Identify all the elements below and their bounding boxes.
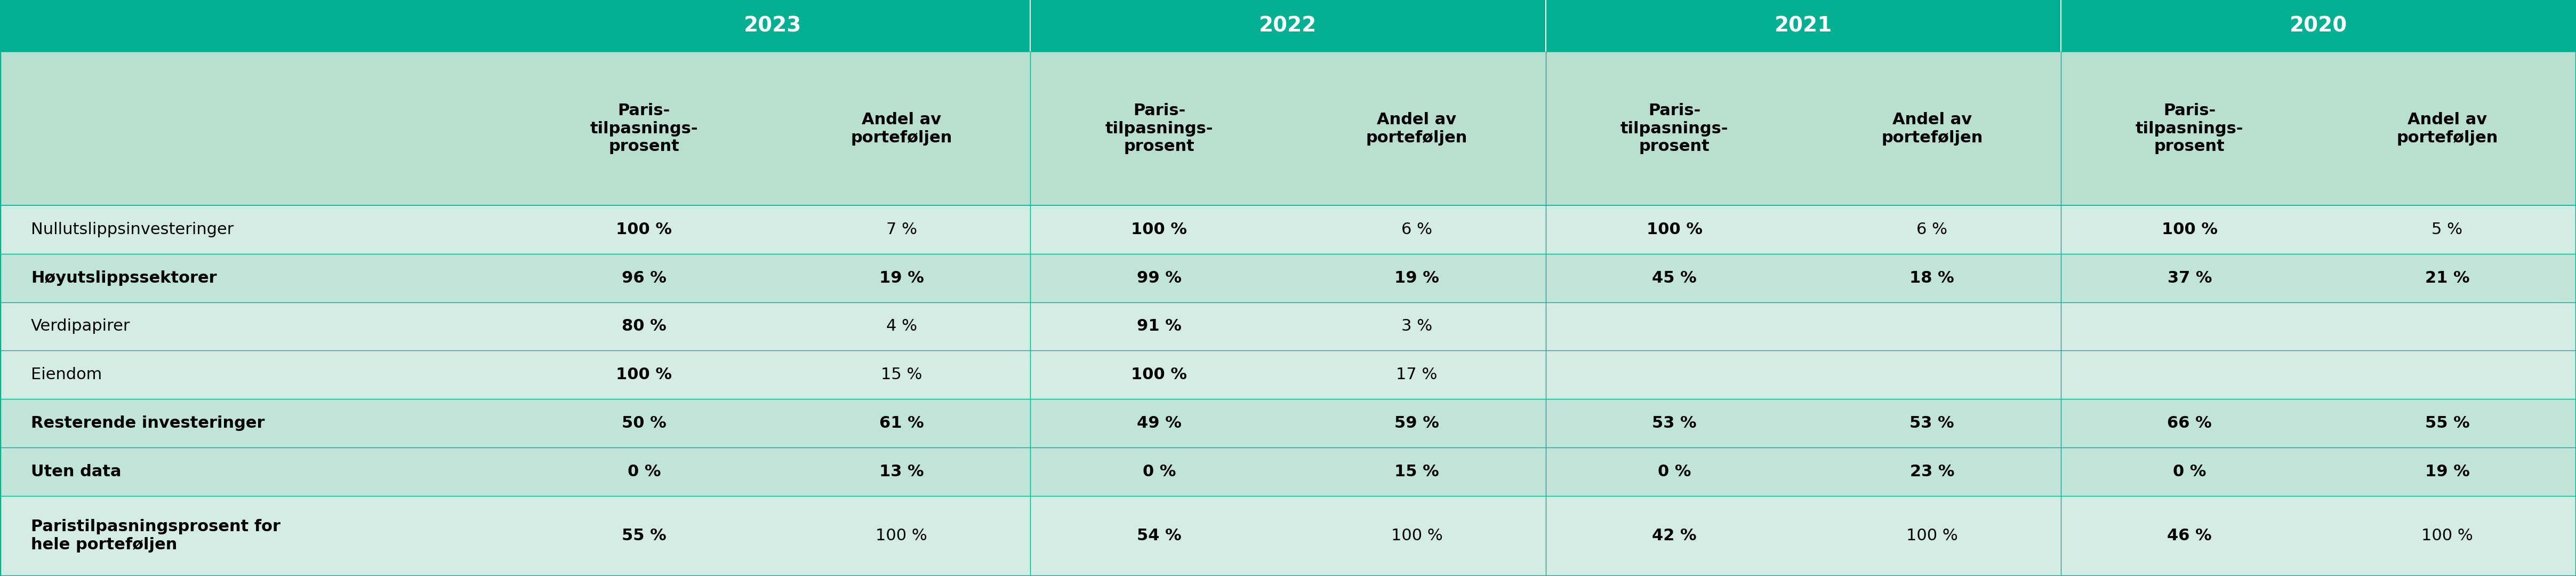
Text: 61 %: 61 % [878, 415, 925, 431]
Text: Paris-
tilpasnings-
prosent: Paris- tilpasnings- prosent [1620, 103, 1728, 154]
Text: Andel av
porteføljen: Andel av porteføljen [850, 112, 953, 145]
Bar [0, 52, 2576, 206]
Bar [0, 254, 2576, 302]
Text: 0 %: 0 % [1144, 464, 1175, 479]
Text: 100 %: 100 % [2421, 528, 2473, 544]
Text: 2021: 2021 [1775, 16, 1832, 36]
Text: 0 %: 0 % [1659, 464, 1690, 479]
Text: 46 %: 46 % [2166, 528, 2213, 544]
Text: 18 %: 18 % [1909, 270, 1955, 286]
Text: 0 %: 0 % [629, 464, 659, 479]
Text: Paris-
tilpasnings-
prosent: Paris- tilpasnings- prosent [2136, 103, 2244, 154]
Text: 53 %: 53 % [1651, 415, 1698, 431]
Text: Paristilpasningsprosent for
hele porteføljen: Paristilpasningsprosent for hele portefø… [31, 519, 281, 552]
Text: 6 %: 6 % [1917, 222, 1947, 237]
Text: 54 %: 54 % [1136, 528, 1182, 544]
Text: 91 %: 91 % [1136, 319, 1182, 334]
Bar [0, 399, 2576, 448]
Text: 21 %: 21 % [2424, 270, 2470, 286]
Text: 50 %: 50 % [621, 415, 667, 431]
Text: 100 %: 100 % [1646, 222, 1703, 237]
Text: Eiendom: Eiendom [31, 367, 103, 382]
Bar [0, 206, 2576, 254]
Text: 2020: 2020 [2290, 16, 2347, 36]
Text: 100 %: 100 % [616, 222, 672, 237]
Text: 80 %: 80 % [621, 319, 667, 334]
Text: 7 %: 7 % [886, 222, 917, 237]
Text: 17 %: 17 % [1396, 367, 1437, 382]
Text: 4 %: 4 % [886, 319, 917, 334]
Text: 23 %: 23 % [1909, 464, 1955, 479]
Text: 37 %: 37 % [2166, 270, 2213, 286]
Text: Nullutslippsinvesteringer: Nullutslippsinvesteringer [31, 222, 234, 237]
Text: 45 %: 45 % [1651, 270, 1698, 286]
Text: 100 %: 100 % [876, 528, 927, 544]
Bar [0, 496, 2576, 576]
Text: Resterende investeringer: Resterende investeringer [31, 415, 265, 431]
Text: 3 %: 3 % [1401, 319, 1432, 334]
Text: 0 %: 0 % [2174, 464, 2205, 479]
Text: 19 %: 19 % [878, 270, 925, 286]
Text: Andel av
porteføljen: Andel av porteføljen [1880, 112, 1984, 145]
Text: 15 %: 15 % [881, 367, 922, 382]
Text: 100 %: 100 % [1391, 528, 1443, 544]
Text: 55 %: 55 % [2424, 415, 2470, 431]
Text: 100 %: 100 % [1131, 367, 1188, 382]
Text: 5 %: 5 % [2432, 222, 2463, 237]
Text: 100 %: 100 % [616, 367, 672, 382]
Bar [0, 351, 2576, 399]
Text: Uten data: Uten data [31, 464, 121, 479]
Text: 13 %: 13 % [878, 464, 925, 479]
Text: Paris-
tilpasnings-
prosent: Paris- tilpasnings- prosent [590, 103, 698, 154]
Text: Andel av
porteføljen: Andel av porteføljen [1365, 112, 1468, 145]
Text: 100 %: 100 % [1906, 528, 1958, 544]
Text: 2023: 2023 [744, 16, 801, 36]
Text: 100 %: 100 % [1131, 222, 1188, 237]
Text: 59 %: 59 % [1394, 415, 1440, 431]
Text: 19 %: 19 % [2424, 464, 2470, 479]
Bar [0, 448, 2576, 496]
Text: 100 %: 100 % [2161, 222, 2218, 237]
Text: 2022: 2022 [1260, 16, 1316, 36]
Bar [0, 0, 2576, 52]
Text: 96 %: 96 % [621, 270, 667, 286]
Text: 6 %: 6 % [1401, 222, 1432, 237]
Text: 55 %: 55 % [621, 528, 667, 544]
Text: Verdipapirer: Verdipapirer [31, 319, 131, 334]
Text: Andel av
porteføljen: Andel av porteføljen [2396, 112, 2499, 145]
Text: 49 %: 49 % [1136, 415, 1182, 431]
Text: 19 %: 19 % [1394, 270, 1440, 286]
Text: 42 %: 42 % [1651, 528, 1698, 544]
Text: Paris-
tilpasnings-
prosent: Paris- tilpasnings- prosent [1105, 103, 1213, 154]
Text: 99 %: 99 % [1136, 270, 1182, 286]
Text: Høyutslippssektorer: Høyutslippssektorer [31, 270, 216, 286]
Bar [0, 302, 2576, 351]
Text: 15 %: 15 % [1394, 464, 1440, 479]
Text: 53 %: 53 % [1909, 415, 1955, 431]
Text: 66 %: 66 % [2166, 415, 2213, 431]
